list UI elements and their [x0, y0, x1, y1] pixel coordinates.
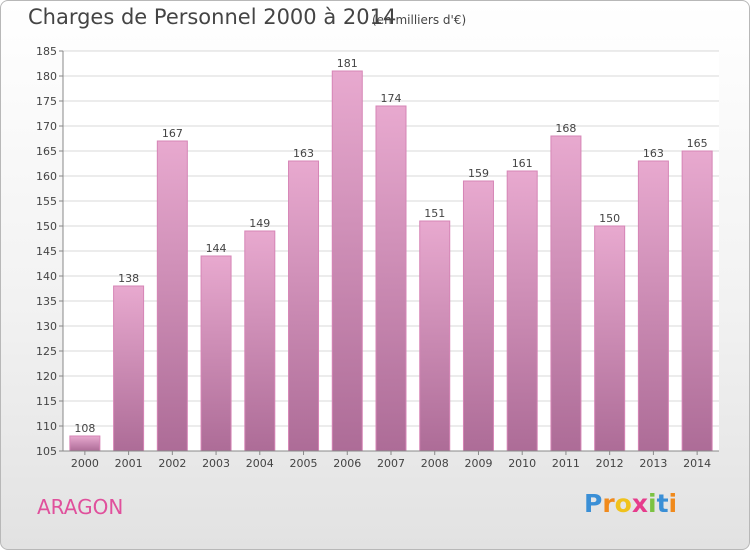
y-tick-label: 185	[36, 45, 57, 58]
y-tick-label: 125	[36, 345, 57, 358]
logo-letter: i	[668, 489, 678, 518]
y-tick-label: 105	[36, 445, 57, 458]
location-label: ARAGON	[37, 495, 124, 519]
x-tick-label: 2002	[158, 457, 186, 470]
y-tick-label: 170	[36, 120, 57, 133]
logo-letter: o	[614, 489, 632, 518]
data-label: 151	[424, 207, 445, 220]
bar-2012	[594, 225, 626, 452]
y-tick-label: 140	[36, 270, 57, 283]
y-tick-label: 180	[36, 70, 57, 83]
data-label: 165	[687, 137, 708, 150]
bar-2013	[637, 160, 669, 452]
bar-2001	[113, 285, 145, 452]
logo-letter: t	[656, 489, 669, 518]
bar-2000	[69, 435, 101, 452]
logo-letter: r	[602, 489, 615, 518]
x-tick-label: 2010	[508, 457, 536, 470]
bar-2002	[156, 140, 188, 452]
bar-2014	[681, 150, 713, 452]
data-label: 149	[249, 217, 270, 230]
x-tick-label: 2011	[552, 457, 580, 470]
chart-subtitle: (en milliers d'€)	[372, 13, 467, 27]
chart-title: Charges de Personnel 2000 à 2014	[28, 5, 397, 29]
x-tick-label: 2013	[639, 457, 667, 470]
x-tick-label: 2000	[71, 457, 99, 470]
bar-2009	[462, 180, 494, 452]
proxiti-logo: Proxiti	[584, 489, 677, 518]
y-tick-label: 135	[36, 295, 57, 308]
bar-2005	[288, 160, 320, 452]
y-tick-label: 175	[36, 95, 57, 108]
logo-letter: x	[631, 489, 648, 518]
y-tick-label: 115	[36, 395, 57, 408]
x-tick-label: 2014	[683, 457, 711, 470]
data-label: 163	[293, 147, 314, 160]
x-tick-label: 2009	[464, 457, 492, 470]
y-tick-label: 110	[36, 420, 57, 433]
x-tick-label: 2004	[246, 457, 274, 470]
data-label: 168	[555, 122, 576, 135]
bar-2004	[244, 230, 276, 452]
data-label: 159	[468, 167, 489, 180]
x-tick-label: 2008	[421, 457, 449, 470]
data-label: 163	[643, 147, 664, 160]
data-label: 161	[512, 157, 533, 170]
y-tick-label: 120	[36, 370, 57, 383]
x-tick-label: 2003	[202, 457, 230, 470]
x-tick-label: 2005	[290, 457, 318, 470]
x-tick-label: 2006	[333, 457, 361, 470]
data-label: 181	[337, 57, 358, 70]
logo-letter: P	[584, 489, 603, 518]
bar-2003	[200, 255, 232, 452]
x-tick-label: 2012	[596, 457, 624, 470]
bar-2011	[550, 135, 582, 452]
bar-2008	[419, 220, 451, 452]
y-tick-label: 150	[36, 220, 57, 233]
bar-2007	[375, 105, 407, 452]
logo-letter: i	[648, 489, 657, 518]
data-label: 174	[381, 92, 402, 105]
data-label: 108	[74, 422, 95, 435]
data-label: 150	[599, 212, 620, 225]
y-tick-label: 130	[36, 320, 57, 333]
y-tick-label: 165	[36, 145, 57, 158]
y-tick-label: 155	[36, 195, 57, 208]
x-tick-label: 2007	[377, 457, 405, 470]
bar-2006	[331, 70, 363, 452]
x-tick-label: 2001	[115, 457, 143, 470]
bar-2010	[506, 170, 538, 452]
data-label: 138	[118, 272, 139, 285]
y-tick-label: 160	[36, 170, 57, 183]
data-label: 167	[162, 127, 183, 140]
data-label: 144	[206, 242, 227, 255]
y-tick-label: 145	[36, 245, 57, 258]
